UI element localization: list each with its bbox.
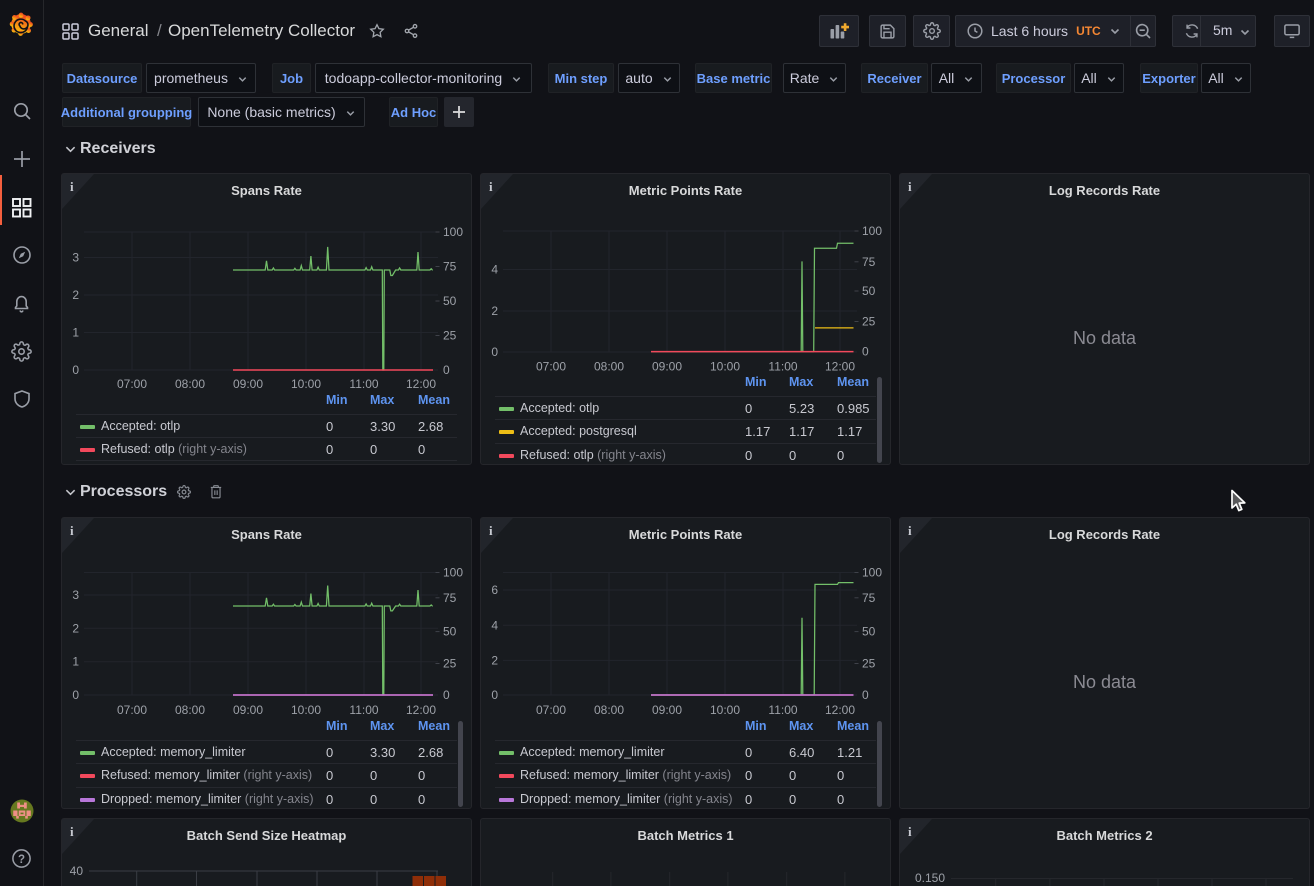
svg-text:100: 100	[862, 224, 882, 238]
svg-text:11:00: 11:00	[768, 360, 797, 374]
svg-text:25: 25	[443, 329, 457, 343]
svg-text:09:00: 09:00	[652, 360, 682, 374]
svg-text:40: 40	[70, 864, 84, 878]
svg-text:2: 2	[72, 288, 79, 302]
svg-text:12:00: 12:00	[825, 703, 855, 717]
svg-text:25: 25	[443, 657, 457, 671]
svg-text:09:00: 09:00	[233, 377, 263, 391]
svg-text:100: 100	[443, 225, 463, 239]
svg-text:4: 4	[491, 618, 498, 632]
svg-text:08:00: 08:00	[175, 377, 205, 391]
svg-text:4: 4	[491, 263, 498, 277]
svg-text:07:00: 07:00	[117, 377, 147, 391]
svg-text:50: 50	[862, 284, 876, 298]
svg-text:11:00: 11:00	[349, 703, 378, 717]
svg-text:11:00: 11:00	[349, 377, 378, 391]
svg-text:10:00: 10:00	[291, 377, 321, 391]
svg-text:25: 25	[862, 315, 876, 329]
svg-text:08:00: 08:00	[594, 703, 624, 717]
svg-text:0: 0	[72, 363, 79, 377]
svg-text:0: 0	[862, 688, 869, 702]
svg-text:?: ?	[18, 853, 25, 865]
svg-text:07:00: 07:00	[536, 703, 566, 717]
svg-text:50: 50	[443, 625, 457, 639]
svg-text:10:00: 10:00	[710, 703, 740, 717]
svg-text:12:00: 12:00	[406, 377, 436, 391]
svg-text:1: 1	[72, 655, 79, 669]
svg-text:0: 0	[491, 688, 498, 702]
svg-text:50: 50	[862, 625, 876, 639]
svg-text:12:00: 12:00	[825, 360, 855, 374]
svg-text:12:00: 12:00	[406, 703, 436, 717]
svg-text:0: 0	[443, 363, 450, 377]
svg-text:2: 2	[491, 653, 498, 667]
svg-text:50: 50	[443, 294, 457, 308]
svg-text:09:00: 09:00	[652, 703, 682, 717]
svg-text:0: 0	[491, 345, 498, 359]
svg-text:1: 1	[72, 326, 79, 340]
svg-text:6: 6	[491, 583, 498, 597]
svg-text:07:00: 07:00	[536, 360, 566, 374]
svg-text:75: 75	[862, 591, 876, 605]
svg-text:10:00: 10:00	[710, 360, 740, 374]
svg-text:08:00: 08:00	[594, 360, 624, 374]
svg-text:07:00: 07:00	[117, 703, 147, 717]
svg-text:3: 3	[72, 588, 79, 602]
svg-text:11:00: 11:00	[768, 703, 797, 717]
svg-text:0: 0	[443, 688, 450, 702]
svg-text:08:00: 08:00	[175, 703, 205, 717]
svg-text:2: 2	[491, 304, 498, 318]
svg-text:75: 75	[443, 591, 457, 605]
svg-text:2: 2	[72, 621, 79, 635]
svg-text:0.150: 0.150	[915, 871, 945, 885]
svg-text:75: 75	[443, 260, 457, 274]
svg-text:100: 100	[862, 566, 882, 580]
svg-text:100: 100	[443, 566, 463, 580]
svg-text:25: 25	[862, 657, 876, 671]
svg-text:0: 0	[72, 688, 79, 702]
svg-text:0: 0	[862, 345, 869, 359]
svg-text:10:00: 10:00	[291, 703, 321, 717]
svg-text:09:00: 09:00	[233, 703, 263, 717]
svg-text:75: 75	[862, 255, 876, 269]
svg-text:3: 3	[72, 251, 79, 265]
